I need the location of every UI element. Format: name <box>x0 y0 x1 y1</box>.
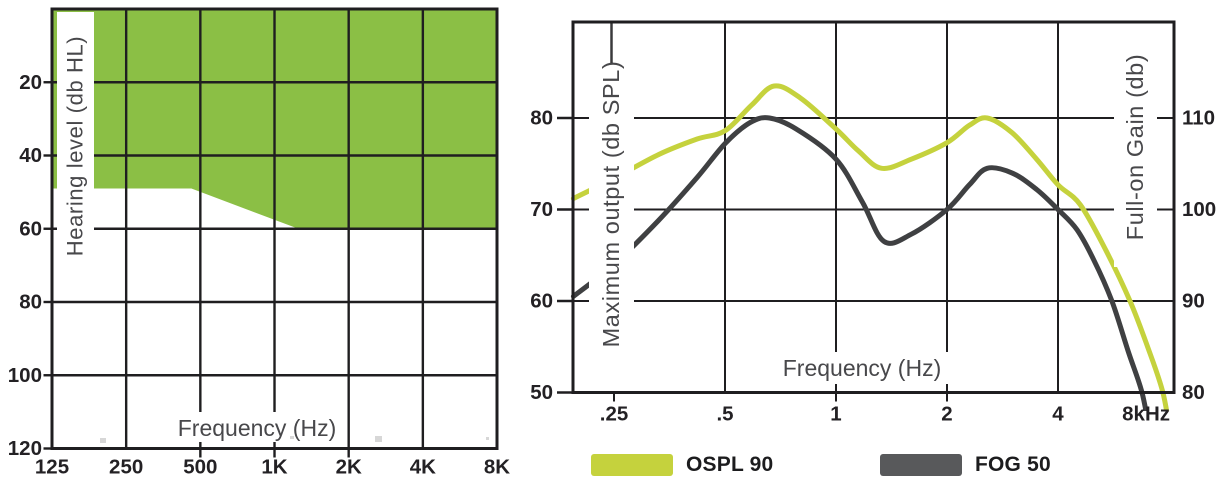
left-y-axis-title: Hearing level (db HL) <box>63 36 88 256</box>
right-plot-frame <box>571 20 1176 394</box>
scan-artifact <box>100 438 106 443</box>
tick-label: 250 <box>109 456 143 479</box>
legend-label-ospl90: OSPL 90 <box>686 452 774 476</box>
x-axis-title-bg <box>746 352 979 384</box>
tick-label: 100 <box>1182 198 1216 221</box>
tick-label: 40 <box>19 144 42 167</box>
right-chart-x-tick-labels: .25 .5 1 2 4 8kHz <box>600 403 1170 426</box>
tick-label: 110 <box>1182 107 1215 130</box>
right-x-axis-title: Frequency (Hz) <box>783 355 941 381</box>
right-y-axis-title-strip <box>1114 27 1157 267</box>
tick-label: 50 <box>530 381 553 404</box>
left-chart: Hearing level (db HL) Frequency (Hz) 20 40 6… <box>8 7 510 479</box>
tick-label: 120 <box>8 437 42 460</box>
right-chart: Maximum output (db SPL) Full-on Gain (db)… <box>530 20 1216 426</box>
left-x-tick-labels: 125 250 500 1K 2K 4K 8K <box>35 456 510 479</box>
tick-label: .5 <box>716 403 733 426</box>
tick-label: 60 <box>19 217 42 240</box>
right-chart-right-tick-labels: 110 100 90 80 <box>1182 107 1216 405</box>
tick-label: 8K <box>484 456 510 479</box>
tick-label: 4K <box>410 456 436 479</box>
tick-label: 2K <box>336 456 362 479</box>
tick-label: 500 <box>183 456 217 479</box>
tick-label: 1K <box>261 456 287 479</box>
left-grid <box>52 9 497 458</box>
scan-artifact <box>486 437 489 440</box>
tick-label: 60 <box>530 290 553 313</box>
tick-label: .25 <box>600 403 629 426</box>
tick-label: 80 <box>1182 381 1205 404</box>
tick-label: 80 <box>19 291 42 314</box>
left-y-tick-labels: 20 40 60 80 100 120 <box>8 71 51 460</box>
legend-swatch-ospl90 <box>591 453 673 476</box>
left-plot-frame <box>50 7 499 450</box>
right-chart-right-axis-title: Full-on Gain (db) <box>1122 54 1148 241</box>
legend-item-fog50: FOG 50 <box>880 453 1051 476</box>
series-curve-fog-50 <box>570 115 1149 411</box>
left-y-axis-title-strip <box>589 26 634 378</box>
x-axis-title-bg <box>172 412 343 442</box>
y-axis-title-strip <box>57 12 94 279</box>
tick-label: 90 <box>1182 290 1205 313</box>
tick-label: 1 <box>830 403 841 426</box>
scan-artifact <box>375 436 382 442</box>
right-chart-left-axis-title: Maximum output (db SPL) <box>598 61 624 348</box>
response-curves <box>570 83 1170 411</box>
tick-label: 70 <box>530 198 553 221</box>
tick-label: 80 <box>530 107 553 130</box>
tick-label: 20 <box>19 71 42 94</box>
legend-item-ospl90: OSPL 90 <box>591 453 773 476</box>
legend-label-fog50: FOG 50 <box>975 452 1051 476</box>
tick-label: 2 <box>941 403 952 426</box>
series-curve-ospl-90 <box>570 83 1170 411</box>
left-x-axis-title: Frequency (Hz) <box>178 415 336 441</box>
tick-label: 125 <box>35 456 69 479</box>
tick-label: 100 <box>8 364 42 387</box>
tick-label: 8kHz <box>1122 403 1170 426</box>
right-chart-left-tick-labels: 80 70 60 50 <box>530 107 572 404</box>
tick-label: 4 <box>1052 403 1064 426</box>
scan-artifacts <box>100 436 489 443</box>
legend-swatch-fog50 <box>880 453 962 476</box>
scan-artifact <box>290 436 294 439</box>
